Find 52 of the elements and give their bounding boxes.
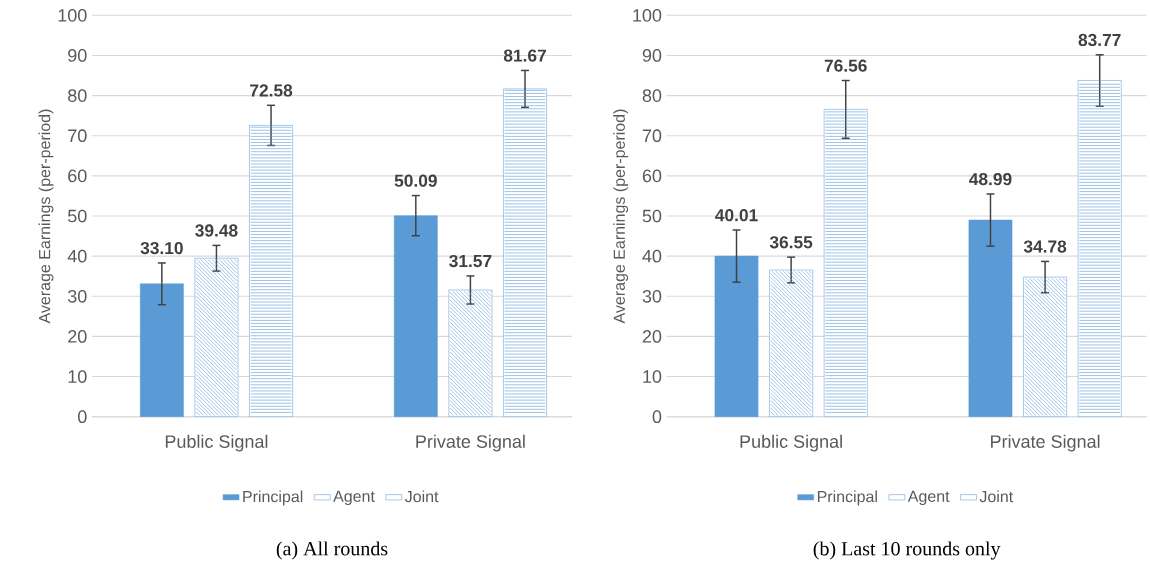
- y-tick-label: 20: [642, 330, 662, 343]
- y-tick-label: 60: [68, 169, 87, 183]
- legend-label: Joint: [979, 490, 1014, 503]
- data-label: 40.01: [715, 209, 758, 222]
- data-label: 34.78: [1023, 240, 1067, 253]
- y-tick-label: 90: [642, 49, 662, 62]
- y-tick-label: 80: [68, 89, 87, 102]
- data-label: 76.56: [824, 59, 867, 72]
- x-tick-label: Private Signal: [991, 434, 1100, 452]
- y-tick-label: 10: [68, 370, 87, 383]
- bar: [139, 283, 184, 417]
- text: (b) Last 10 rounds only: [813, 541, 1001, 560]
- data-label: 33.10: [140, 241, 183, 255]
- bar: [714, 255, 759, 417]
- y-tick-label: 70: [642, 129, 662, 143]
- y-tick-label: 0: [652, 410, 662, 424]
- y-tick-label: 60: [642, 169, 662, 183]
- y-tick-label: 90: [68, 49, 87, 62]
- y-tick-label: 40: [67, 249, 87, 263]
- legend-label: Principal: [817, 490, 877, 506]
- y-axis-title: Average Earnings (per-period): [613, 109, 629, 324]
- bar: [968, 219, 1013, 417]
- legend-label: Joint: [404, 490, 439, 503]
- y-tick-label: 80: [642, 89, 662, 102]
- data-label: 31.57: [449, 254, 492, 268]
- data-label: 72.58: [250, 84, 293, 97]
- bar: [393, 215, 438, 417]
- x-tick-label: Public Signal: [740, 434, 842, 452]
- y-tick-label: 20: [68, 330, 87, 343]
- data-label: 39.48: [195, 224, 238, 237]
- y-tick-label: 40: [642, 249, 662, 263]
- y-tick-label: 70: [68, 129, 87, 143]
- y-tick-label: 100: [58, 8, 87, 22]
- y-tick-label: 100: [633, 8, 662, 22]
- y-axis-title: Average Earnings (per-period): [38, 109, 54, 324]
- legend-label: Agent: [333, 490, 375, 506]
- data-label: 36.55: [769, 236, 813, 249]
- data-label: 83.77: [1078, 33, 1121, 47]
- y-tick-label: 50: [642, 209, 662, 223]
- x-tick-label: Private Signal: [416, 434, 525, 452]
- x-tick-label: Public Signal: [165, 434, 268, 452]
- y-tick-label: 30: [642, 289, 662, 303]
- legend-label: Principal: [243, 490, 303, 506]
- data-label: 48.99: [969, 172, 1012, 186]
- y-tick-label: 0: [77, 410, 87, 424]
- y-tick-label: 50: [67, 209, 87, 223]
- y-tick-label: 30: [67, 289, 87, 303]
- legend-label: Agent: [907, 490, 950, 506]
- data-label: 50.09: [394, 174, 437, 187]
- data-label: 81.67: [503, 49, 546, 62]
- y-tick-label: 10: [643, 370, 662, 383]
- text: (a) All rounds: [276, 541, 388, 560]
